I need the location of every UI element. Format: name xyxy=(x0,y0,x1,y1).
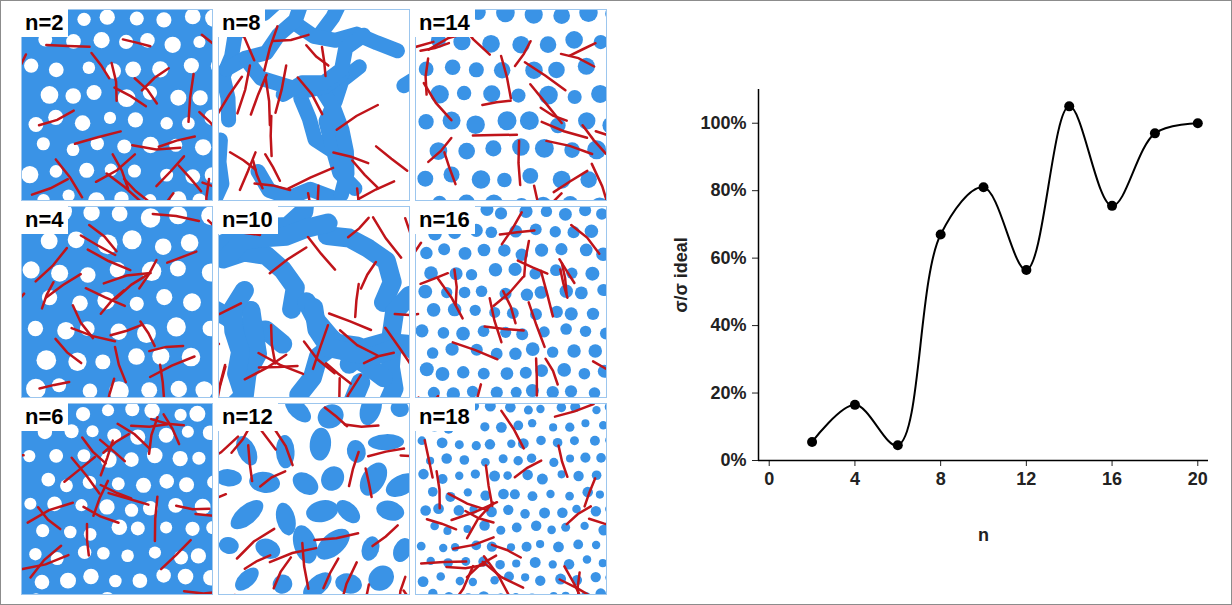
svg-text:12: 12 xyxy=(1016,469,1036,489)
svg-text:0: 0 xyxy=(764,469,774,489)
svg-text:16: 16 xyxy=(1102,469,1122,489)
svg-text:n: n xyxy=(978,525,989,545)
svg-text:n=18: n=18 xyxy=(419,404,470,429)
svg-text:n=16: n=16 xyxy=(419,207,470,232)
svg-text:σ/σ ideal: σ/σ ideal xyxy=(671,237,691,313)
svg-text:n=4: n=4 xyxy=(25,207,64,232)
svg-text:20%: 20% xyxy=(710,383,746,403)
svg-text:100%: 100% xyxy=(700,113,746,133)
svg-text:n=2: n=2 xyxy=(25,10,64,35)
svg-text:n=14: n=14 xyxy=(419,10,471,35)
svg-text:0%: 0% xyxy=(720,450,746,470)
svg-text:20: 20 xyxy=(1188,469,1208,489)
svg-text:n=6: n=6 xyxy=(25,404,64,429)
svg-text:40%: 40% xyxy=(710,315,746,335)
svg-text:4: 4 xyxy=(850,469,860,489)
svg-text:60%: 60% xyxy=(710,248,746,268)
svg-text:n=10: n=10 xyxy=(222,207,273,232)
svg-text:n=8: n=8 xyxy=(222,10,261,35)
svg-text:80%: 80% xyxy=(710,180,746,200)
svg-text:8: 8 xyxy=(936,469,946,489)
svg-text:n=12: n=12 xyxy=(222,404,273,429)
